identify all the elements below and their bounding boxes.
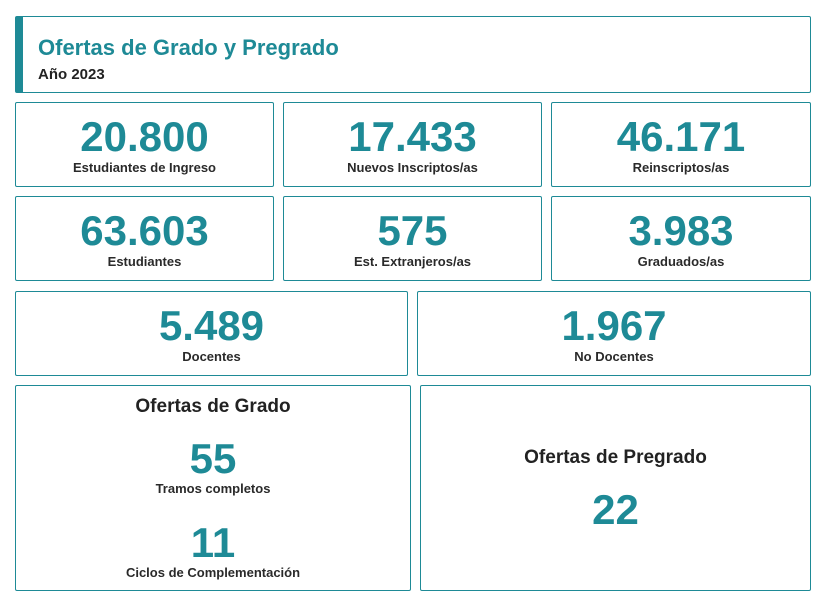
stat-label: Estudiantes bbox=[107, 254, 182, 269]
header-card: Ofertas de Grado y Pregrado Año 2023 bbox=[15, 16, 811, 93]
header-accent-bar bbox=[16, 17, 23, 92]
stat-card-extranjeros: 575 Est. Extranjeros/as bbox=[283, 196, 542, 281]
ciclos-label: Ciclos de Complementación bbox=[125, 565, 301, 580]
stat-card-docentes: 5.489 Docentes bbox=[15, 291, 408, 376]
stat-label: Graduados/as bbox=[637, 254, 725, 269]
stat-card-reinscriptos: 46.171 Reinscriptos/as bbox=[551, 102, 811, 187]
page-title: Ofertas de Grado y Pregrado bbox=[38, 35, 339, 60]
stat-value: 1.967 bbox=[561, 302, 667, 349]
ofertas-pregrado-title: Ofertas de Pregrado bbox=[524, 447, 707, 468]
stat-label: No Docentes bbox=[574, 349, 654, 364]
stat-card-graduados: 3.983 Graduados/as bbox=[551, 196, 811, 281]
stat-value: 575 bbox=[377, 207, 448, 254]
ofertas-grado-title: Ofertas de Grado bbox=[135, 396, 291, 417]
ciclos-value: 11 bbox=[190, 519, 236, 566]
tramos-value: 55 bbox=[189, 435, 237, 482]
tramos-label: Tramos completos bbox=[155, 481, 271, 496]
stat-card-nuevos-inscriptos: 17.433 Nuevos Inscriptos/as bbox=[283, 102, 542, 187]
pregrado-value: 22 bbox=[592, 486, 639, 533]
stat-label: Nuevos Inscriptos/as bbox=[347, 160, 478, 175]
ofertas-pregrado-card: Ofertas de Pregrado 22 bbox=[420, 385, 811, 591]
stat-value: 3.983 bbox=[628, 207, 734, 254]
stat-label: Docentes bbox=[182, 349, 241, 364]
stat-value: 63.603 bbox=[80, 207, 209, 254]
ofertas-grado-card: Ofertas de Grado 55 Tramos completos 11 … bbox=[15, 385, 411, 591]
stat-label: Estudiantes de Ingreso bbox=[72, 160, 217, 175]
page-subtitle: Año 2023 bbox=[38, 66, 105, 83]
stat-value: 5.489 bbox=[158, 302, 265, 349]
stat-card-estudiantes-ingreso: 20.800 Estudiantes de Ingreso bbox=[15, 102, 274, 187]
stat-value: 46.171 bbox=[616, 113, 746, 160]
stat-label: Reinscriptos/as bbox=[632, 160, 730, 175]
stat-card-no-docentes: 1.967 No Docentes bbox=[417, 291, 811, 376]
stat-value: 20.800 bbox=[80, 113, 209, 160]
stat-value: 17.433 bbox=[348, 113, 477, 160]
stat-label: Est. Extranjeros/as bbox=[353, 254, 472, 269]
stat-card-estudiantes: 63.603 Estudiantes bbox=[15, 196, 274, 281]
